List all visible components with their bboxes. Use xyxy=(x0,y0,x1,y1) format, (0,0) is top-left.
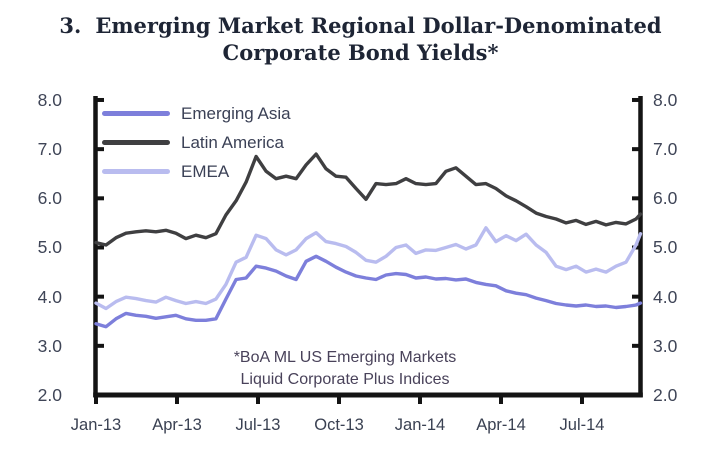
y-tick-label-left: 2.0 xyxy=(37,385,62,405)
y-tick-label-left: 3.0 xyxy=(37,335,62,356)
footnote-line2: Liquid Corporate Plus Indices xyxy=(240,371,450,388)
legend-swatch-latin-america xyxy=(102,140,170,145)
series-line-emerging-asia xyxy=(94,254,643,329)
y-tick-label-right: 8.0 xyxy=(653,89,678,110)
title-text-line2: Corporate Bond Yields* xyxy=(222,40,499,65)
y-tick-label-right: 3.0 xyxy=(653,335,678,356)
series-line-latin-america xyxy=(94,152,643,247)
y-tick-label-left: 7.0 xyxy=(37,139,62,160)
y-tick-label-right: 2.0 xyxy=(653,385,678,405)
title-text-line1: Emerging Market Regional Dollar-Denomina… xyxy=(95,13,662,38)
legend-swatch-emerging-asia xyxy=(102,111,170,116)
legend-item: Latin America xyxy=(102,128,291,157)
y-tick-label-left: 5.0 xyxy=(37,237,62,258)
x-tick-label: Apr-13 xyxy=(152,416,202,434)
series-line-emea xyxy=(94,226,643,311)
x-tick-label: Jan-13 xyxy=(70,416,122,434)
y-tick-label-right: 7.0 xyxy=(653,139,678,160)
legend: Emerging Asia Latin America EMEA xyxy=(102,99,291,186)
y-tick-label-right: 5.0 xyxy=(653,237,678,258)
legend-label: EMEA xyxy=(181,161,230,181)
figure-number: 3. xyxy=(59,13,82,38)
x-tick-label: Jul-13 xyxy=(235,416,281,434)
x-tick-label: Jan-14 xyxy=(394,416,446,434)
x-tick-label: Apr-14 xyxy=(476,416,526,434)
axes xyxy=(93,96,643,404)
y-tick-label-left: 6.0 xyxy=(37,188,62,209)
y-tick-label-left: 8.0 xyxy=(37,89,62,110)
chart-title-line1: 3. Emerging Market Regional Dollar-Denomi… xyxy=(0,12,721,39)
chart-title: 3. Emerging Market Regional Dollar-Denomi… xyxy=(0,12,721,66)
legend-item: Emerging Asia xyxy=(102,99,291,128)
y-tick-label-right: 4.0 xyxy=(653,286,678,307)
series-lines xyxy=(94,152,643,329)
y-tick-label-left: 4.0 xyxy=(37,286,62,307)
legend-label: Latin America xyxy=(181,132,284,152)
y-tick-label-right: 6.0 xyxy=(653,188,678,209)
footnote-line1: *BoA ML US Emerging Markets xyxy=(233,349,457,366)
legend-swatch-emea xyxy=(102,169,170,174)
x-tick-label: Jul-14 xyxy=(559,416,605,434)
footnote: *BoA ML US Emerging Markets Liquid Corpo… xyxy=(150,347,540,391)
legend-label: Emerging Asia xyxy=(181,103,291,123)
legend-item: EMEA xyxy=(102,157,291,186)
x-tick-label: Oct-13 xyxy=(314,416,364,434)
